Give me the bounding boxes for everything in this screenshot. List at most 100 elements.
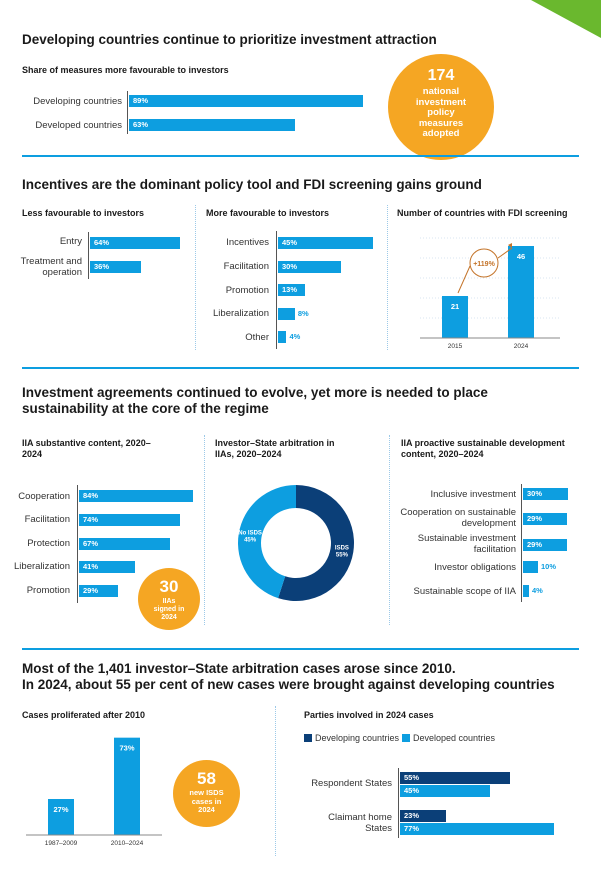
iia-title: IIA substantive content, 2020–2024 [22, 438, 151, 459]
cases-bar-1 [114, 737, 140, 835]
screening-chart: 21 2015 46 2024 +119% [420, 237, 560, 350]
iia-bar-2 [79, 538, 171, 550]
callout-30-number: 30 [159, 577, 179, 596]
parties-value-0-developing: 55% [404, 773, 420, 782]
divider-2b [387, 205, 388, 350]
callout-58: 58 new ISDS cases in 2024 [173, 760, 240, 827]
screening-growth-arrow [457, 247, 513, 294]
parties-value-0-developed: 45% [404, 786, 420, 795]
cases-value-1: 73% [119, 744, 134, 753]
s1-bar-0 [129, 95, 364, 107]
cases-chart: 27% 1987–2009 73% 2010–2024 [26, 737, 162, 847]
more-bar-0 [278, 237, 373, 249]
callout-30: 30 IIAs signed in 2024 [138, 568, 200, 630]
iia-label-0: Cooperation [18, 491, 70, 502]
separator-3 [22, 648, 579, 650]
donut-slice-1 [238, 485, 296, 599]
iia-value-3: 41% [83, 562, 99, 571]
proactive-bar-2 [523, 539, 567, 551]
proactive-value-4: 4% [532, 586, 543, 595]
iia-value-2: 67% [83, 539, 99, 548]
donut-label-0: ISDS [335, 545, 349, 551]
proactive-value-1: 29% [527, 514, 543, 523]
divider-4 [275, 706, 276, 856]
parties-value-1-developed: 77% [404, 824, 420, 833]
s1-label-0: Developing countries [33, 96, 122, 107]
section4-title-line2: In 2024, about 55 per cent of new cases … [22, 677, 555, 692]
divider-3a [204, 435, 205, 625]
parties-title: Parties involved in 2024 cases [304, 710, 434, 720]
more-label-0: Incentives [226, 237, 269, 248]
less-value-0: 64% [94, 238, 110, 247]
parties-label-0: Respondent States [311, 778, 392, 789]
screening-arrow-head [508, 243, 512, 248]
callout-58-number: 58 [197, 769, 216, 788]
proactive-value-0: 30% [527, 489, 543, 498]
more-value-4: 4% [289, 332, 301, 341]
proactive-label-2: Sustainable investment facilitation [417, 533, 516, 555]
more-title: More favourable to investors [206, 208, 330, 218]
iia-bar-0 [79, 490, 194, 502]
proactive-axis [521, 484, 522, 602]
legend-developed-swatch [402, 734, 410, 742]
proactive-bar-1 [523, 513, 567, 525]
parties-axis [398, 768, 399, 838]
proactive-label-3: Investor obligations [434, 562, 516, 573]
proactive-label-4: Sustainable scope of IIA [413, 586, 516, 597]
more-value-0: 45% [282, 238, 298, 247]
legend-developed-label: Developed countries [413, 733, 496, 743]
legend-developing-label: Developing countries [315, 733, 400, 743]
less-bar-0 [90, 237, 181, 249]
more-value-1: 30% [282, 262, 298, 271]
cases-period-0: 1987–2009 [45, 840, 78, 847]
iia-value-4: 29% [83, 586, 99, 595]
more-value-3: 8% [297, 309, 309, 318]
more-label-3: Liberalization [213, 308, 269, 319]
iia-value-0: 84% [83, 491, 99, 500]
iia-axis [77, 485, 78, 603]
screening-year-1: 2024 [514, 343, 529, 350]
callout-174-number: 174 [427, 67, 455, 84]
donut-slice-0 [278, 485, 354, 601]
iia-bar-1 [79, 514, 180, 526]
callout-174-text: national investment policy measures adop… [415, 86, 467, 139]
iia-value-1: 74% [83, 515, 99, 524]
less-bar-1 [90, 261, 141, 273]
parties-label-1: Claimant home States [328, 812, 392, 834]
separator-2 [22, 367, 579, 369]
cases-title: Cases proliferated after 2010 [22, 710, 146, 720]
screening-title: Number of countries with FDI screening [397, 208, 568, 218]
less-axis [88, 232, 89, 279]
section1-subtitle: Share of measures more favourable to inv… [22, 65, 229, 75]
proactive-bar-0 [523, 488, 568, 500]
iia-bar-4 [79, 585, 119, 597]
divider-2a [195, 205, 196, 350]
proactive-label-0: Inclusive investment [430, 489, 516, 500]
s1-label-1: Developed countries [35, 120, 122, 131]
less-label-1: Treatment and operation [20, 256, 82, 278]
section3-title: Investment agreements continued to evolv… [22, 385, 488, 416]
callout-30-text: IIAs signed in 2024 [153, 598, 185, 621]
iia-label-4: Promotion [26, 585, 70, 596]
more-bar-3 [278, 308, 295, 320]
section1-title: Developing countries continue to priorit… [22, 32, 437, 47]
more-bar-1 [278, 261, 342, 273]
cases-bar-0 [48, 799, 74, 835]
more-label-1: Facilitation [223, 261, 269, 272]
callout-58-text: new ISDS cases in 2024 [189, 788, 224, 814]
parties-bar-0-developing [400, 772, 510, 784]
proactive-bar-3 [523, 561, 538, 573]
screening-year-0: 2015 [448, 343, 463, 350]
more-axis [276, 231, 277, 349]
screening-growth-label: +119% [473, 261, 495, 268]
donut-label-1: No ISDS [238, 531, 262, 537]
proactive-value-3: 10% [541, 562, 557, 571]
screening-value-0: 21 [451, 302, 459, 311]
more-label-2: Promotion [225, 285, 269, 296]
screening-bar-1 [508, 246, 534, 338]
divider-3b [389, 435, 390, 625]
parties-bar-0-developed [400, 785, 490, 797]
more-bar-4 [278, 331, 287, 343]
isds-title: Investor–State arbitration in IIAs, 2020… [215, 438, 335, 459]
screening-growth-circle [469, 248, 499, 278]
